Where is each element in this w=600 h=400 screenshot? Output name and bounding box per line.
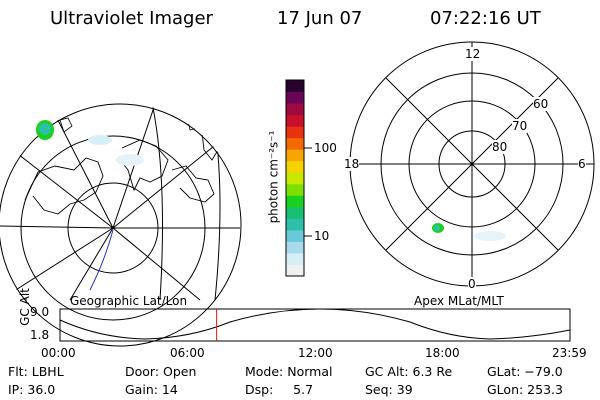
right-panel-caption: Apex MLat/MLT	[414, 294, 504, 308]
status-ip: IP: 36.0	[8, 382, 56, 397]
mlt-label-0: 0	[468, 277, 476, 291]
colorbar-segment	[286, 218, 304, 231]
colorbar-segment	[286, 160, 304, 173]
colorbar-segment	[286, 126, 304, 139]
app-title: Ultraviolet Imager	[50, 8, 213, 29]
status-glon: GLon: 253.3	[487, 382, 563, 397]
timeline-xtick-0000: 00:00	[41, 346, 76, 360]
status-seq: Seq: 39	[365, 382, 413, 397]
date-label: 17 Jun 07	[277, 8, 363, 29]
mlt-label-12: 12	[465, 47, 481, 61]
timeline-ytick-1-8: 1.8	[30, 328, 50, 342]
mlat-label-80: 80	[492, 140, 508, 154]
status-gain: Gain: 14	[125, 382, 178, 397]
left-panel-caption: Geographic Lat/Lon	[70, 294, 188, 308]
status-dsp: Dsp: 5.7	[245, 382, 314, 397]
aurora-emission-right	[432, 223, 506, 241]
colorbar-frame	[285, 79, 305, 277]
aurora-emission-left	[36, 120, 144, 166]
status-gc-alt: GC Alt: 6.3 Re	[365, 364, 453, 379]
timeline-ytick-9: 9.0	[30, 305, 50, 319]
satellite-track	[89, 229, 114, 291]
mlat-label-70: 70	[512, 119, 528, 133]
colorbar-segment	[286, 183, 304, 196]
timeline-xtick-1800: 18:00	[425, 346, 460, 360]
colorbar-segment	[286, 172, 304, 185]
colorbar-segment	[286, 114, 304, 127]
colorbar-segment	[286, 241, 304, 254]
colorbar-segment	[286, 229, 304, 242]
mlt-label-18: 18	[344, 157, 360, 171]
timeline-xtick-2359: 23:59	[552, 346, 587, 360]
timeline-xtick-0600: 06:00	[170, 346, 205, 360]
mlt-label-6: 6	[578, 157, 586, 171]
colorbar-segment	[286, 91, 304, 104]
colorbar-segment	[286, 103, 304, 116]
status-filter: Flt: LBHL	[8, 364, 64, 379]
status-door: Door: Open	[125, 364, 197, 379]
colorbar-segment	[286, 137, 304, 150]
timeline-xtick-1200: 12:00	[298, 346, 333, 360]
colorbar-segment	[286, 80, 304, 93]
status-mode: Mode: Normal	[245, 364, 333, 379]
colorbar-segment	[286, 264, 304, 277]
colorbar-tick-10: 10	[314, 229, 330, 243]
colorbar-segment	[286, 206, 304, 219]
colorbar-segment	[286, 149, 304, 162]
colorbar-segment	[286, 195, 304, 208]
time-label: 07:22:16 UT	[430, 8, 541, 29]
colorbar-tick-100: 100	[314, 141, 337, 155]
colorbar-segment	[286, 252, 304, 265]
mlat-label-60: 60	[533, 97, 549, 111]
status-glat: GLat: −79.0	[487, 364, 563, 379]
